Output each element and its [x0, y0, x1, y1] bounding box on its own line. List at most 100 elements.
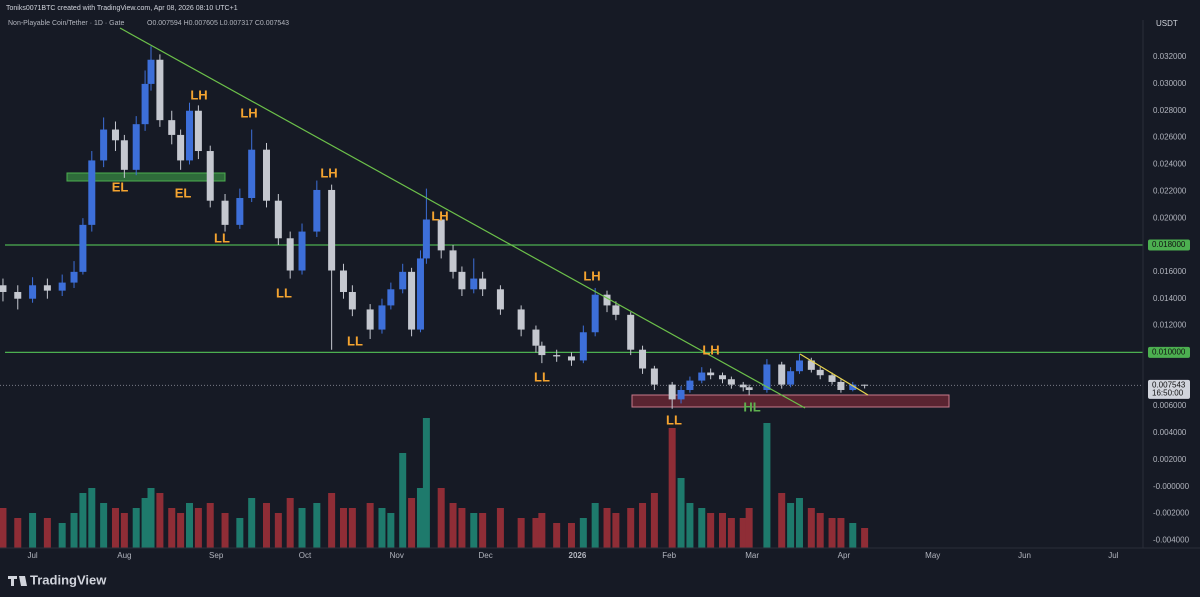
zone-box — [631, 394, 950, 408]
volume-bar — [650, 493, 658, 548]
volume-bar — [627, 508, 635, 548]
candle-body — [718, 375, 726, 380]
volume-bar — [328, 493, 336, 548]
pattern-label: EL — [112, 179, 129, 194]
volume-bar — [156, 493, 164, 548]
x-tick-label: Nov — [390, 551, 404, 560]
candle-body — [408, 271, 416, 330]
volume-bar — [168, 508, 176, 548]
level-badge — [1148, 239, 1190, 251]
candle-body — [79, 224, 87, 272]
candle-body — [88, 160, 96, 225]
candle-body — [567, 356, 575, 361]
volume-bar — [70, 513, 78, 548]
volume-bar — [849, 523, 857, 548]
volume-bar — [58, 523, 66, 548]
pattern-label: EL — [175, 185, 192, 200]
volume-bar — [147, 488, 155, 548]
last-price-label: 0.007543 — [1152, 380, 1186, 389]
volume-bar — [778, 493, 786, 548]
volume-bar — [120, 513, 128, 548]
volume-bar — [132, 508, 140, 548]
candle-body — [141, 83, 149, 125]
volume-bar — [816, 513, 824, 548]
volume-bar — [236, 518, 244, 548]
volume-bar — [378, 508, 386, 548]
candle-body — [816, 369, 824, 376]
volume-bar — [408, 498, 416, 548]
pattern-label: LL — [214, 230, 230, 245]
candle-body — [70, 271, 78, 283]
volume-bar — [348, 508, 356, 548]
candle-body — [795, 360, 803, 372]
volume-bar — [686, 503, 694, 548]
pattern-label: LH — [583, 268, 600, 283]
y-tick-label: 0.026000 — [1153, 133, 1187, 142]
candle-body — [639, 349, 647, 369]
x-tick-label: Jul — [27, 551, 37, 560]
candle-body — [286, 238, 294, 271]
candle-body — [262, 149, 270, 201]
last-price-badge — [1148, 379, 1190, 399]
drawings-front: LH LH LH LH LH LH EL EL LL LL LL LL LL HL — [112, 27, 869, 427]
symbol: Non-Playable Coin/Tether · 1D · Gate — [8, 20, 124, 27]
volume-bar — [837, 518, 845, 548]
x-tick-label: Apr — [838, 551, 851, 560]
candle-body — [745, 387, 753, 390]
candle-body — [422, 219, 430, 259]
candle-body — [437, 219, 445, 251]
volume-bar — [43, 518, 51, 548]
candle-body — [627, 314, 635, 350]
y-tick-label: -0.002000 — [1153, 509, 1190, 518]
volume-bar — [828, 518, 836, 548]
volume-bar — [387, 513, 395, 548]
candle-body — [14, 291, 22, 299]
candle-body — [206, 151, 214, 201]
volume-bar — [517, 518, 525, 548]
candle-body — [553, 355, 561, 357]
x-tick-label: Oct — [299, 551, 312, 560]
candle-body — [194, 110, 202, 152]
candle-body — [58, 282, 66, 291]
candle-body — [111, 129, 119, 141]
trend-line — [799, 353, 869, 396]
volume-bar — [100, 503, 108, 548]
pattern-label: LH — [320, 165, 337, 180]
brand: TradingView — [30, 572, 107, 587]
volume-bar — [763, 423, 771, 548]
pattern-label: LL — [276, 285, 292, 300]
volume-bar — [14, 518, 22, 548]
volume-bar — [795, 498, 803, 548]
candle-body — [778, 364, 786, 385]
volume-bar — [591, 503, 599, 548]
level-badge — [1148, 346, 1190, 358]
candle-body — [787, 371, 795, 385]
volume-bar — [111, 508, 119, 548]
y-tick-label: 0.030000 — [1153, 79, 1187, 88]
volume-bar — [186, 503, 194, 548]
candle-body — [837, 381, 845, 390]
volume-bar — [437, 488, 445, 548]
volume-bar — [861, 528, 869, 548]
level-label: 0.018000 — [1152, 240, 1186, 249]
candle-body — [479, 278, 487, 290]
y-tick-label: 0.022000 — [1153, 186, 1187, 195]
candle-body — [186, 110, 194, 161]
candle-body — [29, 285, 37, 299]
candle-body — [387, 289, 395, 306]
zone-box — [66, 172, 226, 182]
volume-bar — [221, 513, 229, 548]
x-tick-label: Mar — [745, 551, 759, 560]
volume-bar — [787, 503, 795, 548]
volume-bar — [612, 513, 620, 548]
candle-body — [348, 291, 356, 310]
countdown: 16:50:00 — [1152, 388, 1184, 397]
x-tick-label: Aug — [117, 551, 131, 560]
volume-bar — [807, 508, 815, 548]
candle-body — [727, 379, 735, 385]
candle-body — [248, 149, 256, 199]
candle-body — [132, 124, 140, 170]
volume-bar — [79, 493, 87, 548]
